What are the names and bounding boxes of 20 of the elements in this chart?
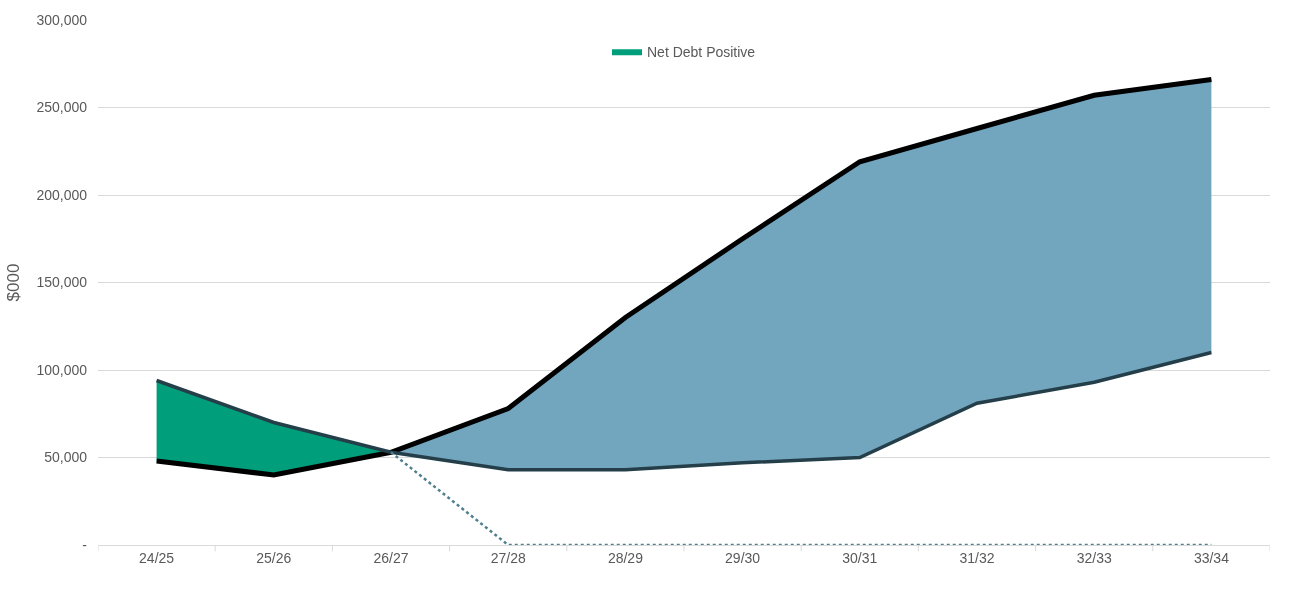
y-tick-label: 50,000: [44, 449, 88, 466]
x-tick-label: 31/32: [959, 549, 995, 566]
y-tick-label: 200,000: [36, 186, 88, 203]
x-tick-label: 29/30: [725, 549, 761, 566]
x-tick-label: 25/26: [256, 549, 292, 566]
x-tick-label: 32/33: [1076, 549, 1112, 566]
legend-label: Net Debt Positive: [647, 43, 756, 60]
x-tick-label: 26/27: [373, 549, 409, 566]
y-tick-label: 250,000: [36, 99, 88, 116]
x-tick-label: 27/28: [490, 549, 526, 566]
y-axis-title: $000: [3, 263, 23, 302]
y-tick-label: 300,000: [36, 11, 88, 28]
y-tick-label: -: [82, 536, 88, 553]
x-tick-label: 28/29: [607, 549, 644, 566]
x-tick-label: 33/34: [1193, 549, 1230, 566]
line-series: [154, 350, 1214, 472]
x-tick-label: 24/25: [139, 549, 175, 566]
x-tick-label: 30/31: [842, 549, 878, 566]
y-tick-label: 150,000: [36, 274, 88, 291]
y-tick-label: 100,000: [36, 361, 88, 378]
